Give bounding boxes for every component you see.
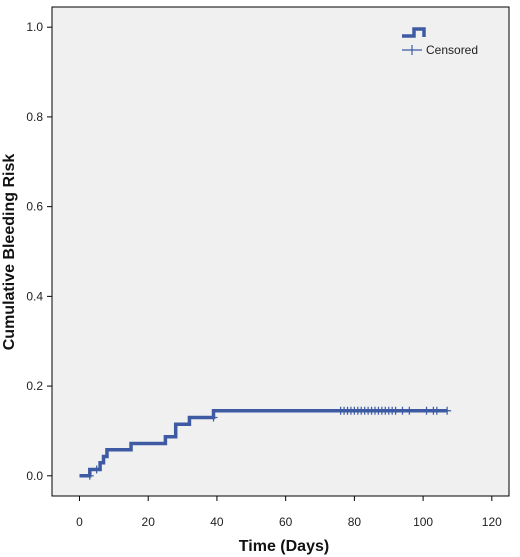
- y-tick-label: 0.4: [26, 289, 43, 303]
- x-tick-label: 0: [76, 515, 83, 529]
- series-layer: [79, 406, 452, 480]
- legend-censored-marker: [402, 45, 422, 55]
- y-tick-label: 0.2: [26, 379, 43, 393]
- y-tick-label: 0.0: [26, 469, 43, 483]
- x-tick-label: 80: [348, 515, 362, 529]
- censored-mark: [85, 471, 94, 480]
- x-tick-label: 20: [142, 515, 156, 529]
- axes: 0 20 40 60 80 100 120 0.0 0.2 0.4 0.6 0.8 1.0: [26, 20, 502, 529]
- x-tick-label: 100: [413, 515, 433, 529]
- legend: Censored: [402, 27, 478, 57]
- y-tick-label: 0.8: [26, 110, 43, 124]
- x-tick-label: 40: [210, 515, 224, 529]
- legend-censored-label: Censored: [426, 43, 478, 57]
- x-axis-title: Time (Days): [239, 538, 329, 555]
- y-axis-title: Cumulative Bleeding Risk: [1, 154, 18, 351]
- plot-area: [51, 6, 510, 497]
- x-tick-label: 120: [482, 515, 502, 529]
- censored-mark: [432, 406, 441, 415]
- censored-mark: [398, 406, 407, 415]
- y-tick-label: 1.0: [26, 20, 43, 34]
- legend-series-swatch: [402, 27, 426, 38]
- survival-step-line: [79, 409, 448, 478]
- censored-mark: [92, 465, 101, 474]
- y-tick-label: 0.6: [26, 200, 43, 214]
- censored-mark: [209, 413, 218, 422]
- censored-mark: [405, 406, 414, 415]
- x-tick-label: 60: [279, 515, 293, 529]
- censored-mark: [391, 406, 400, 415]
- censored-mark: [443, 406, 452, 415]
- censored-mark: [422, 406, 431, 415]
